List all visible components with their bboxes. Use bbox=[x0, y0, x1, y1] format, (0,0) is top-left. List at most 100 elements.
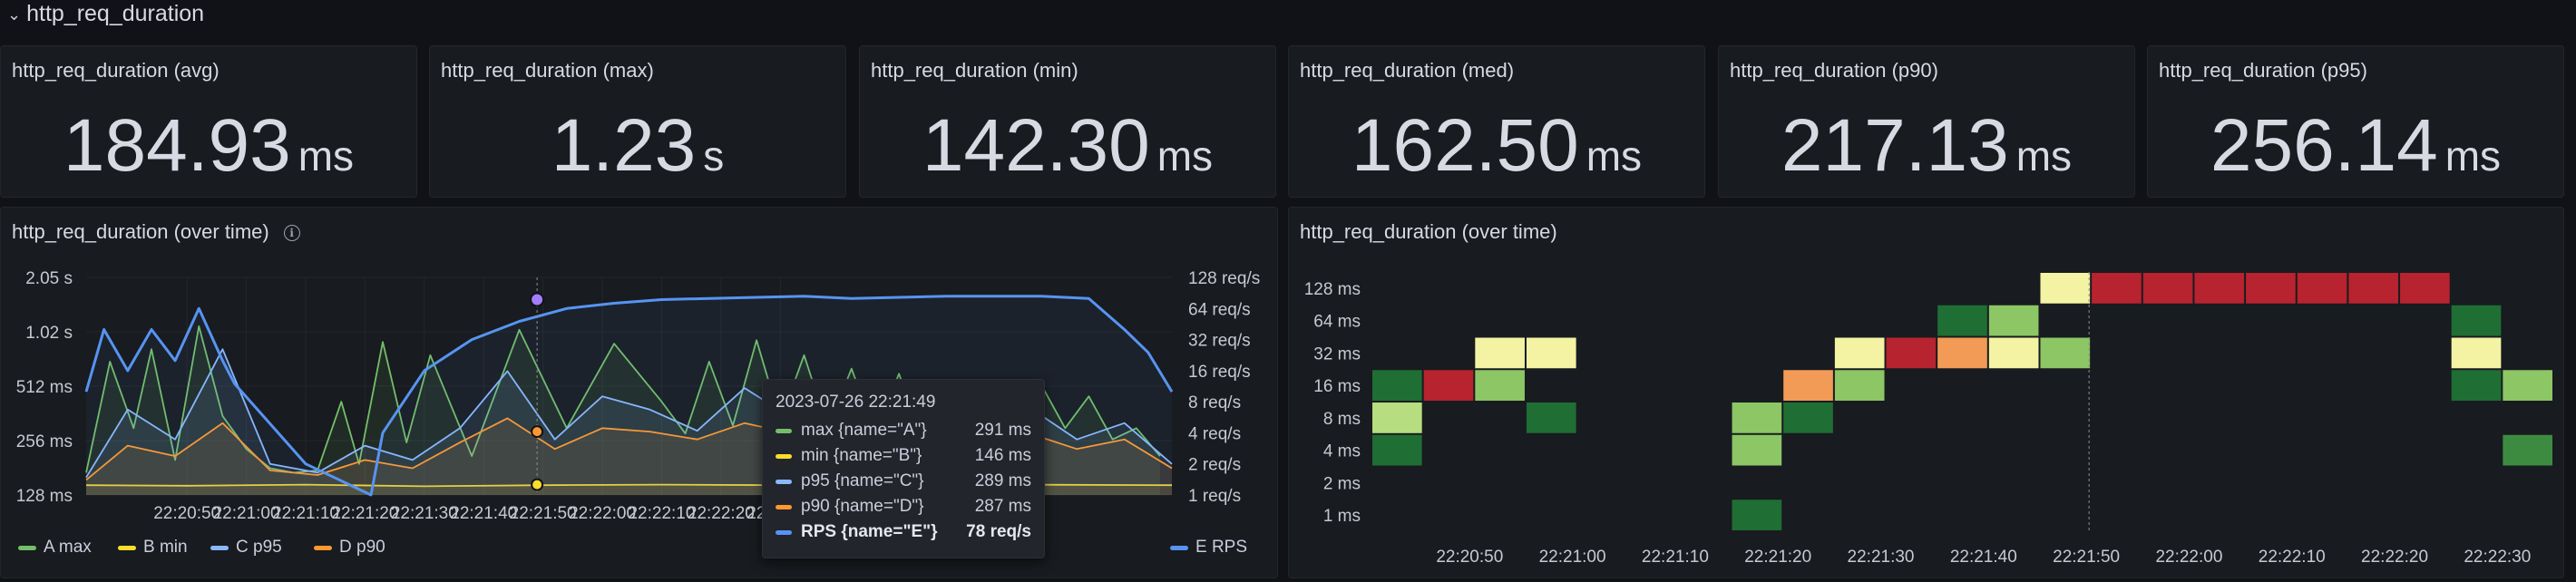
heatmap-y-label: 16 ms bbox=[1313, 377, 1361, 396]
stat-value: 142.30 ms bbox=[922, 104, 1214, 187]
heatmap-cell bbox=[1937, 305, 1987, 336]
heatmap-x-label: 22:21:00 bbox=[1539, 548, 1606, 567]
heatmap-cell bbox=[2040, 273, 2091, 304]
x-axis-label: 22:21:40 bbox=[450, 504, 517, 523]
stat-value: 217.13 ms bbox=[1781, 104, 2073, 187]
y2-axis-label: 4 req/s bbox=[1188, 424, 1241, 443]
chevron-down-icon[interactable]: ⌄ bbox=[7, 5, 22, 24]
y2-axis-label: 8 req/s bbox=[1188, 393, 1241, 412]
heatmap-cell bbox=[1372, 434, 1422, 466]
heatmap-cell bbox=[2348, 273, 2399, 304]
row-title: http_req_duration bbox=[26, 0, 205, 26]
y2-axis-label: 16 req/s bbox=[1188, 363, 1251, 382]
heatmap-x-label: 22:22:00 bbox=[2155, 548, 2222, 567]
legend-swatch bbox=[1170, 545, 1188, 550]
info-circle-icon[interactable]: i bbox=[283, 225, 300, 241]
heatmap-cell bbox=[1372, 370, 1422, 401]
stat-value: 1.23 s bbox=[551, 104, 725, 187]
tooltip: 2023-07-26 22:21:49 max {name="A"} 291 ms… bbox=[762, 379, 1045, 558]
legend-swatch bbox=[314, 545, 332, 550]
heatmap-cell bbox=[1834, 337, 1885, 369]
y-axis-label: 512 ms bbox=[16, 378, 73, 397]
heatmap-cell bbox=[1475, 370, 1525, 401]
stat-panel-p95[interactable]: http_req_duration (p95) 256.14 ms bbox=[2147, 45, 2564, 198]
heatmap-x-label: 22:20:50 bbox=[1436, 548, 1503, 567]
heatmap-cell bbox=[1886, 337, 1937, 369]
tooltip-row-max: max {name="A"} 291 ms bbox=[776, 418, 1031, 443]
heatmap-cell bbox=[2451, 370, 2502, 401]
stat-panel-min[interactable]: http_req_duration (min) 142.30 ms bbox=[859, 45, 1276, 198]
heatmap-cell bbox=[2451, 337, 2502, 369]
y2-axis-label: 128 req/s bbox=[1188, 269, 1260, 288]
panel-title: http_req_duration (over time) bbox=[1300, 220, 1557, 243]
timeseries-chart[interactable]: 2.05 s 1.02 s 512 ms 256 ms 128 ms 128 req/s 6… bbox=[0, 207, 1278, 578]
heatmap-y-label: 1 ms bbox=[1323, 507, 1361, 526]
heatmap-y-label: 64 ms bbox=[1313, 313, 1361, 332]
heatmap-cell bbox=[1783, 370, 1833, 401]
hover-point-min bbox=[531, 478, 544, 491]
heatmap-cell bbox=[1732, 500, 1782, 530]
heatmap-x-label: 22:21:40 bbox=[1950, 548, 2017, 567]
row-header[interactable]: ⌄ http_req_duration bbox=[7, 0, 204, 27]
y2-axis-label: 2 req/s bbox=[1188, 456, 1241, 475]
heatmap-cell bbox=[1475, 337, 1525, 369]
panel-title: http_req_duration (p95) bbox=[2159, 59, 2367, 82]
heatmap-cell bbox=[2194, 273, 2245, 304]
heatmap-cell bbox=[2142, 273, 2193, 304]
heatmap-cell bbox=[2451, 305, 2502, 336]
heatmap-cell bbox=[2503, 434, 2552, 466]
heatmap-cell bbox=[2040, 337, 2091, 369]
heatmap-y-label: 32 ms bbox=[1313, 344, 1361, 364]
x-axis-label: 22:20:50 bbox=[153, 504, 220, 523]
heatmap-cell bbox=[1526, 403, 1576, 433]
legend-item-b-min[interactable]: B min bbox=[118, 538, 188, 558]
heatmap-cell bbox=[1988, 305, 2039, 336]
heatmap-x-label: 22:21:50 bbox=[2053, 548, 2120, 567]
panel-title: http_req_duration (over time) i bbox=[12, 220, 300, 244]
stat-panel-max[interactable]: http_req_duration (max) 1.23 s bbox=[429, 45, 846, 198]
panel-title: http_req_duration (med) bbox=[1300, 59, 1515, 82]
timeseries-panel[interactable]: http_req_duration (over time) i bbox=[0, 207, 1278, 578]
heatmap-x-label: 22:21:10 bbox=[1642, 548, 1709, 567]
x-axis-label: 22:21:50 bbox=[510, 504, 577, 523]
stat-panel-avg[interactable]: http_req_duration (avg) 184.93 ms bbox=[0, 45, 417, 198]
legend-swatch bbox=[118, 545, 136, 550]
hover-point-p90 bbox=[531, 425, 544, 439]
heatmap-y-label: 2 ms bbox=[1323, 474, 1361, 493]
heatmap-cell bbox=[1732, 403, 1782, 433]
x-axis-label: 22:21:10 bbox=[272, 504, 339, 523]
heatmap-cell bbox=[2503, 370, 2552, 401]
panel-title: http_req_duration (avg) bbox=[12, 59, 220, 82]
tooltip-row-p95: p95 {name="C"} 289 ms bbox=[776, 469, 1031, 494]
heatmap-cell bbox=[2400, 273, 2450, 304]
heatmap-cell bbox=[1423, 370, 1474, 401]
legend-item-c-p95[interactable]: C p95 bbox=[210, 538, 282, 558]
heatmap-cell bbox=[1732, 434, 1782, 466]
heatmap-cell bbox=[1783, 403, 1833, 433]
stat-panel-p90[interactable]: http_req_duration (p90) 217.13 ms bbox=[1718, 45, 2135, 198]
tooltip-row-rps: RPS {name="E"} 78 req/s bbox=[776, 519, 1031, 545]
tooltip-time: 2023-07-26 22:21:49 bbox=[776, 393, 936, 412]
panel-title: http_req_duration (min) bbox=[871, 59, 1078, 82]
stat-value: 162.50 ms bbox=[1351, 104, 1643, 187]
x-axis-label: 22:22:00 bbox=[569, 504, 636, 523]
y-axis-label: 128 ms bbox=[16, 487, 73, 506]
heatmap-y-label: 4 ms bbox=[1323, 442, 1361, 461]
legend-item-e-rps[interactable]: E RPS bbox=[1170, 538, 1247, 558]
legend-item-a-max[interactable]: A max bbox=[18, 538, 92, 558]
stat-value: 256.14 ms bbox=[2210, 104, 2502, 187]
y2-axis-label: 64 req/s bbox=[1188, 300, 1251, 319]
heatmap-chart[interactable]: 1 ms 2 ms 4 ms 8 ms 16 ms 32 ms 64 ms 128 ms 22:… bbox=[1288, 207, 2564, 578]
hover-point-rps bbox=[530, 292, 545, 307]
x-axis-label: 22:21:30 bbox=[391, 504, 458, 523]
stat-panel-med[interactable]: http_req_duration (med) 162.50 ms bbox=[1288, 45, 1705, 198]
legend-swatch bbox=[18, 545, 36, 550]
legend-item-d-p90[interactable]: D p90 bbox=[314, 538, 385, 558]
x-axis-label: 22:21:20 bbox=[331, 504, 398, 523]
heatmap-y-label: 8 ms bbox=[1323, 410, 1361, 429]
x-axis-label: 22:21:00 bbox=[213, 504, 280, 523]
heatmap-y-label: 128 ms bbox=[1304, 280, 1361, 299]
heatmap-cell bbox=[1372, 403, 1422, 433]
tooltip-row-p90: p90 {name="D"} 287 ms bbox=[776, 494, 1031, 519]
heatmap-cell bbox=[2246, 273, 2296, 304]
